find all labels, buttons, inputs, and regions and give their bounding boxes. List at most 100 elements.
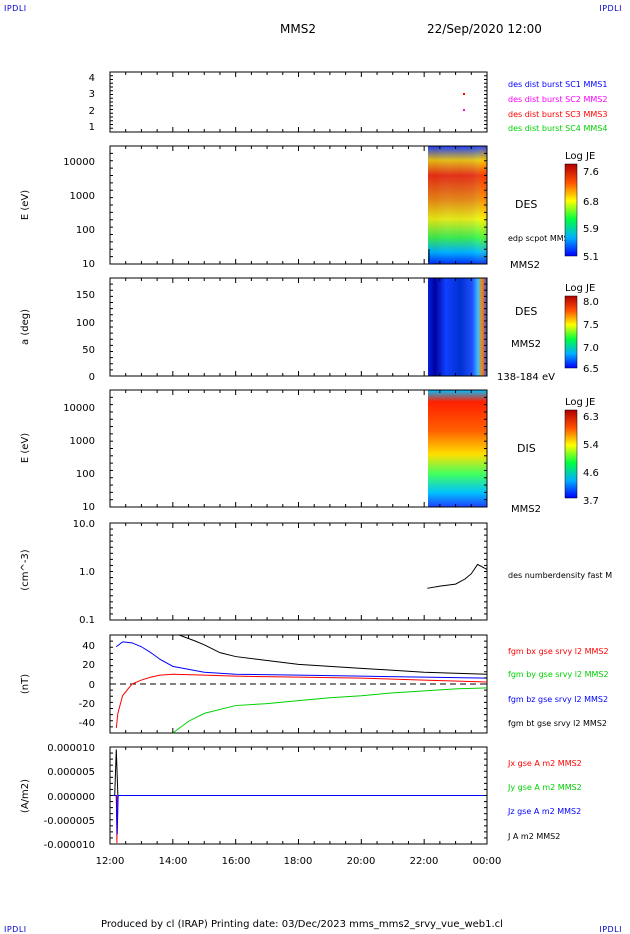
current-ytick-2: 0.000000 (47, 792, 95, 803)
des-energy-cbar-tick-2: 5.9 (583, 224, 599, 235)
des-pitch-colorbar (564, 295, 578, 369)
des-pitch-energy-label: 138-184 eV (497, 372, 555, 383)
burst-ytick-3: 3 (89, 89, 95, 100)
des-energy-scpot-label: edp scpot MMS2 (508, 234, 574, 243)
current-panel: 0.000010 0.000005 0.000000 -0.000005 -0.… (20, 743, 582, 851)
current-series-line (110, 749, 487, 796)
xtick-label-3: 18:00 (284, 856, 313, 867)
des-pitch-ytick-100: 100 (76, 318, 95, 329)
current-ylabel: (A/m2) (20, 779, 31, 813)
dis-energy-panel: 10000 1000 100 10 E (eV) DIS MMS2 Log JE… (20, 389, 599, 515)
dis-energy-ytick-10000: 10000 (63, 403, 95, 414)
xtick-label-5: 22:00 (410, 856, 439, 867)
density-frame (109, 522, 488, 621)
fgm-legend-bt: fgm bt gse srvy l2 MMS2 (508, 719, 607, 728)
current-legend-jy: Jy gse A m2 MMS2 (507, 783, 582, 792)
density-series-line (427, 563, 488, 589)
dis-energy-cbar-tick-0: 6.3 (583, 412, 599, 423)
des-pitch-cbar-title: Log JE (565, 283, 595, 294)
dis-energy-ylabel: E (eV) (20, 433, 31, 463)
density-legend: des numberdensity fast M (508, 571, 612, 580)
burst-legend-sc4: des dist burst SC4 MMS4 (508, 124, 607, 133)
xtick-label-1: 14:00 (159, 856, 188, 867)
spacecraft-title: MMS2 (280, 22, 316, 36)
fgm-legend-bx: fgm bx gse srvy l2 MMS2 (508, 647, 609, 656)
current-ytick-1: 0.000005 (47, 767, 95, 778)
burst-mark-sc3 (463, 93, 465, 95)
fgm-panel: 40 20 0 -20 -40 (nT) fgm bx gse srvy l2 … (20, 634, 609, 734)
dis-energy-cbar-title: Log JE (565, 397, 595, 408)
density-ytick-1: 1.0 (79, 567, 95, 578)
current-ytick-3: -0.000005 (44, 816, 95, 827)
des-energy-ytick-10: 10 (82, 259, 95, 270)
xtick-label-4: 20:00 (347, 856, 376, 867)
burst-legend-sc2: des dist burst SC2 MMS2 (508, 95, 607, 104)
dis-energy-ytick-100: 100 (76, 469, 95, 480)
fgm-legend-bz: fgm bz gse srvy l2 MMS2 (508, 695, 608, 704)
des-pitch-ytick-0: 0 (89, 372, 95, 383)
fgm-legend-by: fgm by gse srvy l2 MMS2 (508, 670, 609, 679)
fgm-series-line (172, 687, 488, 734)
dis-energy-cbar-tick-2: 4.6 (583, 468, 599, 479)
burst-legend-sc1: des dist burst SC1 MMS1 (508, 80, 607, 89)
current-ytick-4: -0.000010 (44, 840, 95, 851)
des-energy-cbar-title: Log JE (565, 151, 595, 162)
des-pitch-cbar-tick-0: 8.0 (583, 297, 599, 308)
fgm-ytick-minus20: -20 (79, 699, 95, 710)
dis-energy-colorbar (564, 409, 578, 499)
des-pitch-cbar-tick-2: 7.0 (583, 343, 599, 354)
des-energy-cbar-tick-0: 7.6 (583, 167, 599, 178)
des-energy-ylabel: E (eV) (20, 190, 31, 220)
tick-marks (109, 71, 488, 845)
fgm-ytick-40: 40 (82, 641, 95, 652)
current-series-line (110, 795, 487, 844)
des-energy-sc-label: MMS2 (510, 260, 540, 271)
des-energy-cbar-tick-3: 5.1 (583, 252, 599, 263)
dis-energy-species-label: DIS (517, 442, 536, 455)
fgm-series-line (115, 673, 488, 729)
current-ytick-0: 0.000010 (47, 743, 95, 754)
dis-energy-sc-label: MMS2 (511, 504, 541, 515)
des-pitch-ytick-150: 150 (76, 290, 95, 301)
current-legend-jz: Jz gse A m2 MMS2 (507, 807, 581, 816)
des-energy-colorbar (564, 163, 578, 257)
des-pitch-heatmap (428, 278, 487, 376)
x-axis: 12:00 14:00 16:00 18:00 20:00 22:00 00:0… (96, 856, 502, 867)
fgm-ytick-minus40: -40 (79, 718, 95, 729)
fgm-series-line (115, 641, 488, 679)
des-pitch-ylabel: a (deg) (20, 309, 31, 345)
des-energy-ytick-100: 100 (76, 225, 95, 236)
des-energy-ytick-10000: 10000 (63, 157, 95, 168)
fgm-ytick-0: 0 (89, 680, 95, 691)
des-energy-texture (428, 146, 487, 264)
burst-panel-frame (109, 71, 488, 133)
burst-mark-sc2 (463, 109, 465, 111)
des-pitch-cbar-tick-3: 6.5 (583, 364, 599, 375)
fgm-series-line (178, 634, 488, 675)
date-title: 22/Sep/2020 12:00 (427, 22, 542, 36)
fgm-ytick-20: 20 (82, 660, 95, 671)
burst-ytick-1: 1 (89, 122, 95, 133)
des-pitch-sc-label: MMS2 (511, 339, 541, 350)
burst-ytick-2: 2 (89, 106, 95, 117)
density-panel: 10.0 1.0 0.1 (cm^-3) des numberdensity f… (20, 519, 612, 626)
density-ytick-10: 10.0 (73, 519, 95, 530)
xtick-label-6: 00:00 (473, 856, 502, 867)
xtick-label-2: 16:00 (222, 856, 251, 867)
dis-energy-ytick-10: 10 (82, 502, 95, 513)
footer-credit: Produced by cl (IRAP) Printing date: 03/… (101, 919, 503, 930)
des-energy-ytick-1000: 1000 (70, 191, 95, 202)
des-pitch-species-label: DES (515, 305, 537, 318)
fgm-ylabel: (nT) (20, 674, 31, 694)
corner-mark-bottom-left: IPDLI (4, 925, 27, 934)
corner-mark-bottom-right: IPDLI (599, 925, 622, 934)
density-ytick-0.1: 0.1 (79, 615, 95, 626)
current-legend-jx: Jx gse A m2 MMS2 (507, 759, 582, 768)
density-ylabel: (cm^-3) (20, 549, 31, 590)
des-energy-panel: 10000 1000 100 10 E (eV) DES edp scpot M… (20, 145, 599, 271)
dis-energy-ytick-1000: 1000 (70, 436, 95, 447)
dis-energy-cbar-tick-1: 5.4 (583, 440, 599, 451)
xtick-label-0: 12:00 (96, 856, 125, 867)
corner-mark-top-right: IPDLI (599, 4, 622, 13)
